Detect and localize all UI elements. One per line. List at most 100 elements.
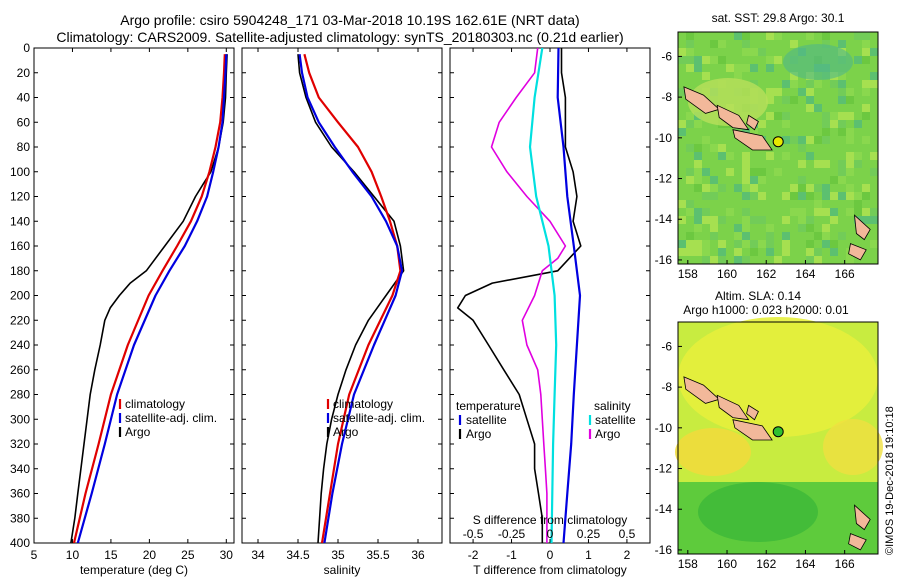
difference-xtick-label: 1 [585, 548, 592, 562]
sst-pixel [870, 216, 878, 224]
sla-map-subtitle: Argo h1000: 0.023 h2000: 0.01 [683, 303, 849, 317]
depth-tick-label: 120 [10, 190, 30, 204]
sst-pixel [718, 152, 726, 160]
sst-pixel [774, 32, 782, 40]
sla-peak-east [823, 419, 883, 475]
salinity-axes-frame [241, 47, 443, 544]
sst-pixel [678, 200, 686, 208]
figure-title-line1: Argo profile: csiro 5904248_171 03-Mar-2… [120, 12, 579, 28]
map-xtick-label: 160 [717, 557, 737, 571]
sst-pixel [750, 184, 758, 192]
sst-pixel [774, 168, 782, 176]
salinity-xtick-label: 35 [331, 548, 345, 562]
depth-tick-label: 40 [17, 91, 31, 105]
salinity-legend-label: Argo [595, 427, 621, 441]
sst-pixel [830, 240, 838, 248]
sst-pixel [742, 192, 750, 200]
sst-pixel [854, 32, 862, 40]
sla-low-core [698, 482, 818, 542]
sla-map: 158 160 162 164 166 -6 -8 -10 -12 -14 -16 Altim. SL… [655, 289, 883, 571]
sst-pixel [854, 208, 862, 216]
sst-pixel [790, 192, 798, 200]
salinity-xtick-label: 35.5 [366, 548, 390, 562]
depth-tick-label: 200 [10, 289, 30, 303]
sst-pixel [718, 240, 726, 248]
salinity-legend-label: salinity [594, 399, 631, 413]
sst-pixel [766, 224, 774, 232]
sst-pixel [694, 176, 702, 184]
sst-pixel [750, 64, 758, 72]
sst-pixel [742, 48, 750, 56]
sst-pixel [806, 104, 814, 112]
sst-pixel [846, 168, 854, 176]
salinity-panel: 34 34.5 35 35.5 36 salinity climatologysatelli… [241, 47, 443, 577]
sst-pixel [830, 216, 838, 224]
sst-pixel [694, 120, 702, 128]
sst-pixel [798, 216, 806, 224]
sst-pixel [854, 56, 862, 64]
sst-pixel [678, 248, 686, 256]
sst-pixel [678, 216, 686, 224]
sst-warm-patch [688, 78, 768, 126]
sst-pixel [838, 120, 846, 128]
sst-pixel [862, 104, 870, 112]
sst-pixel [814, 200, 822, 208]
sst-pixel [774, 56, 782, 64]
sst-pixel [814, 248, 822, 256]
sst-pixel [822, 232, 830, 240]
sst-pixel [678, 56, 686, 64]
temperature-xlabel: temperature (deg C) [80, 563, 188, 577]
sst-pixel [718, 56, 726, 64]
sst-pixel [798, 88, 806, 96]
sst-pixel [822, 128, 830, 136]
sst-pixel [694, 208, 702, 216]
sst-pixel [798, 224, 806, 232]
depth-tick-label: 220 [10, 313, 30, 327]
sst-pixel [702, 192, 710, 200]
sst-pixel [782, 240, 790, 248]
sst-pixel [870, 240, 878, 248]
sst-pixel [750, 168, 758, 176]
series-salinity-argo [490, 48, 567, 543]
sst-pixel [806, 248, 814, 256]
sst-pixel [838, 40, 846, 48]
sst-pixel [870, 48, 878, 56]
map-ytick-label: -14 [655, 502, 673, 516]
salinity-legend-label: satellite [595, 413, 636, 427]
sst-pixel [830, 208, 838, 216]
sst-pixel [750, 240, 758, 248]
sla-high [678, 317, 878, 437]
sst-pixel [862, 184, 870, 192]
sst-pixel [846, 136, 854, 144]
map-xtick-label: 158 [678, 267, 698, 281]
sst-pixel [758, 176, 766, 184]
sst-pixel [862, 40, 870, 48]
sst-cool-patch [783, 44, 853, 80]
sst-pixel [814, 184, 822, 192]
sst-pixel [726, 208, 734, 216]
sst-pixel [846, 88, 854, 96]
sst-pixel [846, 128, 854, 136]
sst-pixel [838, 176, 846, 184]
sst-pixel [870, 80, 878, 88]
island-shape [732, 419, 773, 441]
temperature-legend-label: temperature [456, 399, 521, 413]
depth-tick-label: 100 [10, 165, 30, 179]
sst-pixel [814, 136, 822, 144]
map-xtick-label: 166 [835, 557, 855, 571]
depth-tick-label: 140 [10, 214, 30, 228]
sst-pixel [702, 136, 710, 144]
sst-pixel [702, 216, 710, 224]
sst-pixel [806, 80, 814, 88]
salinity-difference-tick-label: -0.5 [463, 527, 484, 541]
sst-pixel [726, 64, 734, 72]
sst-pixel [822, 112, 830, 120]
sst-pixel [694, 224, 702, 232]
sst-pixel [790, 184, 798, 192]
sst-pixel [798, 144, 806, 152]
sst-pixel [782, 120, 790, 128]
sst-pixel [830, 80, 838, 88]
sst-pixel [742, 64, 750, 72]
sst-pixel [790, 208, 798, 216]
